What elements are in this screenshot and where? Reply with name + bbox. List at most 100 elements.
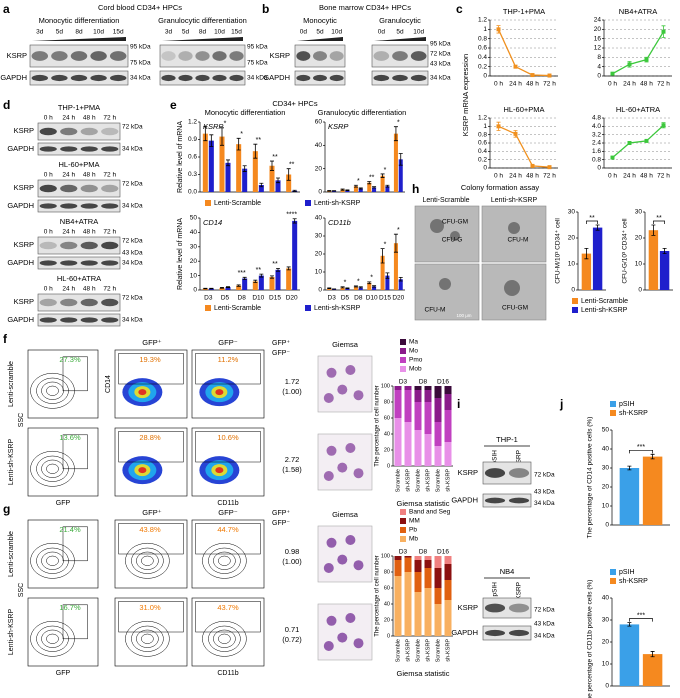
y-tick-label: 80 [384,569,390,575]
x-tick-label: 48 h [640,173,653,180]
label: 34 kDa [122,146,143,153]
x-tick-label: sh-KSRP [425,469,431,492]
x-tick-label: sh-KSRP [405,469,411,492]
gradient-wedge [374,37,426,41]
error-bar [203,287,208,290]
label: GFP⁻ [272,350,290,357]
y-tick-label: 0.0 [188,189,197,196]
x-tick-label: 24 h [623,173,636,180]
label: Monocytic differentiation [39,16,120,25]
legend-label: Lenti-sh-KSRP [581,307,628,314]
point [530,163,535,168]
bar [581,253,592,290]
giemsa-image [317,525,373,583]
label: CD14 [105,375,112,393]
legend-label: Lenti-sh-KSRP [314,305,361,312]
blot-band [212,74,227,82]
y-tick-label: 20 [190,258,198,265]
label: NB4+ATRA [60,217,98,226]
y-tick-label: 0.6 [478,45,487,52]
label: Monocytic differentiation [205,108,286,117]
legend-label: sh-KSRP [619,410,648,417]
x-tick-label: 0 h [494,81,503,88]
y-axis-label: The percentage of cell number [375,385,381,466]
label: Monocytic [303,16,337,25]
label: 43.8% [139,525,161,534]
y-tick-label: 0 [387,633,390,639]
bar [292,220,298,290]
cell [345,613,356,623]
x-tick-label: sh-KSRP [425,639,431,662]
y-tick-label: 40 [602,595,610,602]
label: CFU-GM [442,219,468,226]
bar [202,288,208,290]
bar-segment [404,422,412,466]
legend-label: Lenti-sh-KSRP [314,200,361,207]
blot-band [296,74,311,82]
panel-letter: a [3,2,10,16]
blot-band [80,203,98,209]
point [496,27,501,32]
error-bar [209,134,214,147]
bar-segment [404,557,412,572]
gate [195,353,261,385]
significance: * [240,131,243,138]
bar [642,456,663,525]
label: 72 kDa [430,51,451,58]
x-tick-label: 0 h [608,173,617,180]
x-tick-label: D15 [269,295,281,302]
legend-label: Lenti-Scramble [214,200,261,207]
cell [323,563,334,573]
significance: ** [272,154,278,161]
bar-segment [414,560,422,572]
y-tick-label: 0.6 [478,140,487,147]
bar [269,165,275,192]
density [138,389,147,396]
label: KSRP [14,240,34,249]
error-bar [398,153,403,166]
y-tick-label: 80 [384,399,390,405]
blot-band [39,146,57,152]
x-tick-label: 24 h [623,81,636,88]
label: 0d [300,29,308,36]
label: 44.7% [217,525,239,534]
label: 43 kDa [534,489,555,496]
label: 43 kDa [122,250,143,257]
blot-band [39,203,57,209]
legend-label: Lenti-Scramble [581,298,628,305]
y-tick-label: 0.6 [188,154,197,161]
legend-swatch [400,357,406,363]
gradient-wedge [297,37,343,41]
x-tick-label: sh-KSRP [405,639,411,662]
panel-letter: f [3,332,8,346]
error-bar [209,287,214,290]
significance: *** [637,444,645,451]
gate [195,431,261,463]
bar-segment [444,556,452,564]
x-tick-label: D3 [204,295,213,302]
y-axis-label: Relative level of mRNA [177,218,184,290]
y-tick-label: 60 [384,415,390,421]
y-tick-label: 30 [635,209,643,216]
blot [294,44,346,68]
bar [275,269,281,290]
bar-segment [434,422,442,446]
bar-segment [414,592,422,636]
blot-band [178,74,193,82]
point [661,29,666,34]
bar [286,174,292,192]
label: 5d [396,29,404,36]
blot [37,199,121,213]
error-bar [651,224,656,236]
bar [372,187,377,192]
significance: ** [656,215,662,222]
gate [62,526,88,562]
blot-band [60,260,78,266]
y-tick-label: 40 [384,601,390,607]
blot [482,461,532,485]
bar-segment [414,390,422,402]
label: THP-1+PMA [58,103,100,112]
significance: * [357,178,360,185]
bar [385,275,390,290]
error-bar [276,268,280,272]
